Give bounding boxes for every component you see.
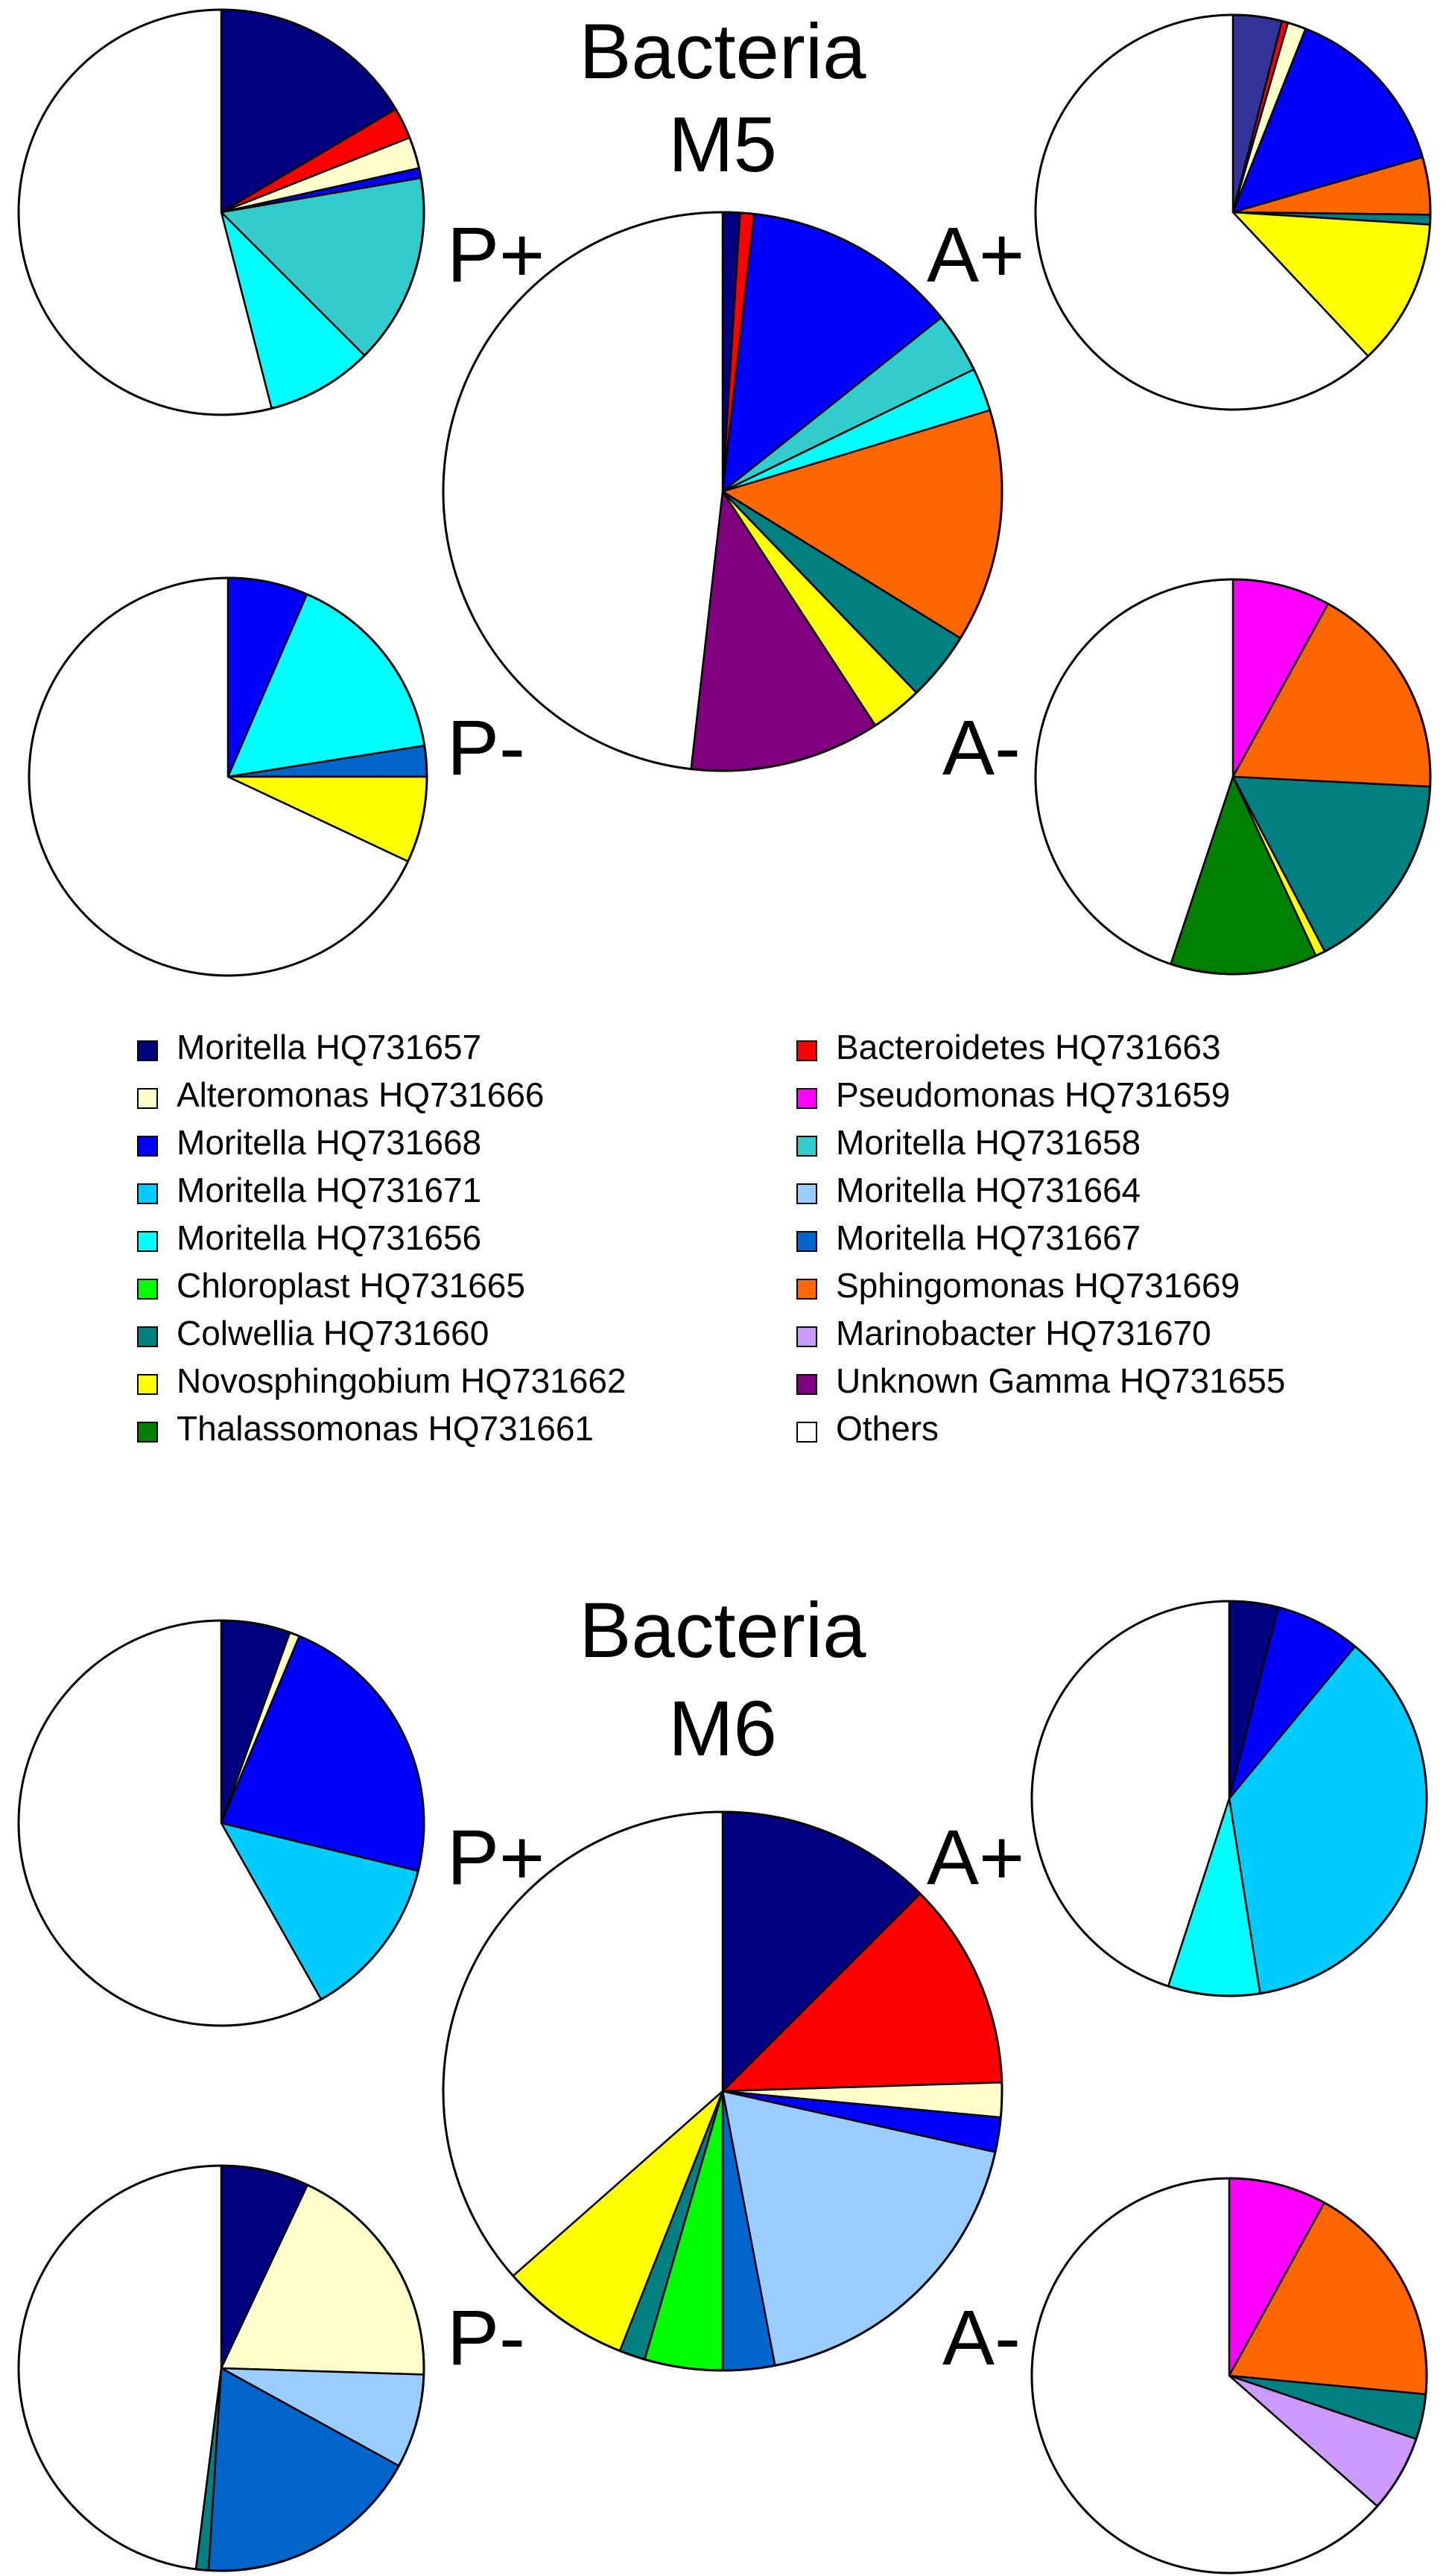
pie-outline <box>1030 2177 1428 2575</box>
label-p-plus: P+ <box>447 212 545 299</box>
legend-label: Alteromonas HQ731666 <box>177 1075 545 1114</box>
panel-m6: Bacteria M6 P+ A+ P- A- <box>17 1587 1428 2575</box>
legend-label: Moritella HQ731664 <box>836 1171 1141 1209</box>
legend-label: Moritella HQ731657 <box>177 1028 481 1066</box>
legend-swatch <box>137 1326 158 1347</box>
pie-outline <box>442 1810 1003 2372</box>
legend-swatch <box>137 1136 158 1157</box>
pie-outline <box>28 576 428 977</box>
legend-swatch <box>137 1279 158 1300</box>
pie-outline <box>442 211 1003 772</box>
legend-label: Colwellia HQ731660 <box>177 1314 489 1352</box>
legend-label: Bacteroidetes HQ731663 <box>836 1028 1221 1066</box>
legend-swatch <box>796 1422 817 1443</box>
pie-m6-a-plus <box>1030 1600 1428 1997</box>
legend-swatch <box>796 1088 817 1109</box>
legend-swatch <box>137 1040 158 1061</box>
legend-swatch <box>137 1374 158 1395</box>
pie-m5-center <box>442 211 1003 772</box>
legend-label: Thalassomonas HQ731661 <box>177 1409 594 1448</box>
pie-outline <box>1030 1600 1428 1997</box>
label-a-minus: A- <box>942 705 1021 792</box>
panel-title-line-2: M5 <box>668 101 777 188</box>
legend-swatch <box>796 1183 817 1204</box>
label-p-minus: P- <box>447 705 525 792</box>
pie-m5-a-plus <box>1034 13 1432 411</box>
pie-m5-p-plus <box>17 8 425 416</box>
legend-swatch <box>796 1326 817 1347</box>
label-a-plus: A+ <box>927 1814 1024 1901</box>
label-a-plus: A+ <box>927 212 1024 299</box>
pie-outline <box>17 2164 425 2572</box>
pie-m6-center <box>442 1810 1003 2372</box>
legend-label: Chloroplast HQ731665 <box>177 1266 525 1305</box>
panel-m5: Bacteria M5 P+ A+ P- A- <box>17 8 1432 977</box>
legend-swatch <box>796 1231 817 1252</box>
label-p-plus: P+ <box>447 1814 545 1901</box>
legend-label: Marinobacter HQ731670 <box>836 1314 1211 1352</box>
legend-label: Sphingomonas HQ731669 <box>836 1266 1240 1305</box>
legend-swatch <box>137 1088 158 1109</box>
legend-label: Unknown Gamma HQ731655 <box>836 1361 1285 1400</box>
legend-label: Others <box>836 1409 939 1448</box>
pie-slice-others <box>17 2164 223 2571</box>
panel-title-line-1: Bacteria <box>579 1587 866 1674</box>
legend-swatch <box>796 1374 817 1395</box>
label-p-minus: P- <box>447 2294 525 2382</box>
pie-m5-a-minus <box>1034 578 1432 976</box>
pie-outline <box>17 1619 425 2027</box>
pie-outline <box>17 8 425 416</box>
legend-swatch <box>796 1279 817 1300</box>
pie-outline <box>1034 13 1432 411</box>
legend-label: Moritella HQ731658 <box>836 1123 1141 1162</box>
legend-swatch <box>137 1231 158 1252</box>
legend-label: Moritella HQ731667 <box>836 1218 1141 1257</box>
pie-m6-p-plus <box>17 1619 425 2027</box>
legend-swatch <box>137 1183 158 1204</box>
label-a-minus: A- <box>942 2294 1021 2382</box>
pie-m6-p-minus <box>17 2164 425 2572</box>
legend-label: Pseudomonas HQ731659 <box>836 1075 1230 1114</box>
legend-swatch <box>137 1422 158 1443</box>
panel-title-line-1: Bacteria <box>579 8 866 95</box>
pie-m6-a-minus <box>1030 2177 1428 2575</box>
legend-swatch <box>796 1040 817 1061</box>
legend-label: Moritella HQ731671 <box>177 1171 481 1209</box>
panel-title-line-2: M6 <box>668 1685 777 1772</box>
pie-outline <box>1034 578 1432 976</box>
legend-label: Moritella HQ731656 <box>177 1218 481 1257</box>
legend-swatch <box>796 1136 817 1157</box>
pie-m5-p-minus <box>28 576 428 977</box>
legend-label: Novosphingobium HQ731662 <box>177 1361 627 1400</box>
legend: Moritella HQ731657 Bacteroidetes HQ731663… <box>137 1028 1285 1448</box>
legend-label: Moritella HQ731668 <box>177 1123 481 1162</box>
